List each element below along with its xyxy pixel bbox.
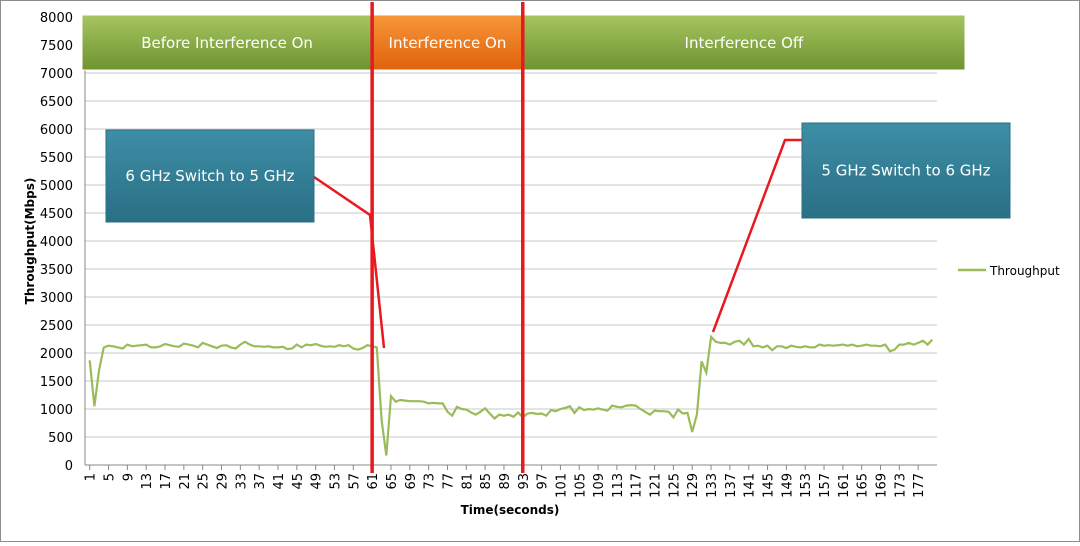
x-tick-label: 137 — [724, 473, 739, 498]
x-tick-label: 141 — [743, 473, 758, 498]
x-tick-label: 37 — [253, 473, 268, 490]
x-tick-label: 169 — [875, 473, 890, 498]
y-tick-label: 7500 — [40, 39, 73, 54]
x-tick-label: 73 — [423, 473, 438, 490]
x-tick-label: 109 — [592, 473, 607, 498]
y-tick-label: 3500 — [40, 263, 73, 278]
x-tick-label: 85 — [479, 473, 494, 490]
x-tick-label: 33 — [234, 473, 249, 490]
y-tick-label: 2500 — [40, 319, 73, 334]
phase-label: Before Interference On — [141, 34, 313, 52]
x-tick-label: 177 — [912, 473, 927, 498]
x-tick-label: 45 — [291, 473, 306, 490]
y-axis-title: Throughput(Mbps) — [23, 178, 37, 305]
x-tick-label: 61 — [366, 473, 381, 490]
x-tick-label: 1 — [84, 473, 99, 481]
y-tick-label: 1500 — [40, 375, 73, 390]
plot — [88, 334, 934, 456]
callout-line — [313, 175, 386, 349]
x-tick-label: 89 — [498, 473, 513, 490]
x-tick-label: 145 — [762, 473, 777, 498]
x-tick-label: 49 — [310, 473, 325, 490]
x-tick-label: 57 — [347, 473, 362, 490]
y-tick-label: 8000 — [40, 11, 73, 26]
callout-text: 6 GHz Switch to 5 GHz — [125, 167, 294, 185]
x-tick-label: 29 — [216, 473, 231, 490]
x-tick-label: 5 — [103, 473, 118, 481]
x-tick-label: 133 — [705, 473, 720, 498]
x-tick-label: 117 — [630, 473, 645, 498]
x-tick-label: 9 — [121, 473, 136, 481]
x-tick-label: 69 — [404, 473, 419, 490]
x-tick-label: 77 — [441, 473, 456, 490]
x-tick-label: 105 — [573, 473, 588, 498]
callout-box — [801, 122, 1011, 219]
y-tick-label: 6500 — [40, 95, 73, 110]
phase-label: Interference On — [389, 34, 507, 52]
x-tick-label: 153 — [799, 473, 814, 498]
overlay: Before Interference On Interference On Int… — [81, 2, 1060, 473]
x-axis-title: Time(seconds) — [461, 503, 560, 517]
y-tick-label: 0 — [65, 459, 73, 474]
x-tick-label: 81 — [460, 473, 475, 490]
y-tick-label: 5000 — [40, 179, 73, 194]
y-tick-label: 4000 — [40, 235, 73, 250]
x-tick-label: 113 — [611, 473, 626, 498]
x-tick-label: 93 — [517, 473, 532, 490]
x-tick-label: 125 — [667, 473, 682, 498]
x-tick-label: 157 — [818, 473, 833, 498]
x-tick-label: 21 — [178, 473, 193, 490]
y-tick-label: 6000 — [40, 123, 73, 138]
callout-line — [711, 138, 802, 333]
y-tick-label: 1000 — [40, 403, 73, 418]
x-tick-label: 25 — [197, 473, 212, 490]
y-tick-label: 5500 — [40, 151, 73, 166]
x-tick-label: 129 — [686, 473, 701, 498]
y-tick-label: 500 — [48, 431, 73, 446]
x-tick-label: 13 — [140, 473, 155, 490]
callout-box — [105, 129, 315, 223]
phase-bar — [522, 14, 966, 71]
phase-bar — [81, 14, 373, 71]
x-tick-label: 97 — [536, 473, 551, 490]
x-tick-label: 173 — [893, 473, 908, 498]
x-tick-label: 65 — [385, 473, 400, 490]
y-tick-label: 3000 — [40, 291, 73, 306]
legend-label: Throughput — [989, 264, 1060, 278]
x-tick-label: 149 — [780, 473, 795, 498]
data-line — [88, 334, 934, 456]
phase-bar — [371, 14, 524, 71]
y-tick-label: 4500 — [40, 207, 73, 222]
x-tick-label: 161 — [837, 473, 852, 498]
x-tick-label: 121 — [649, 473, 664, 498]
x-tick-label: 41 — [272, 473, 287, 490]
y-tick-label: 2000 — [40, 347, 73, 362]
x-tick-label: 165 — [856, 473, 871, 498]
callout-text: 5 GHz Switch to 6 GHz — [821, 162, 990, 180]
x-tick-label: 101 — [554, 473, 569, 498]
y-tick-label: 7000 — [40, 67, 73, 82]
x-tick-label: 53 — [328, 473, 343, 490]
x-tick-label: 17 — [159, 473, 174, 490]
phase-label: Interference Off — [685, 34, 804, 52]
